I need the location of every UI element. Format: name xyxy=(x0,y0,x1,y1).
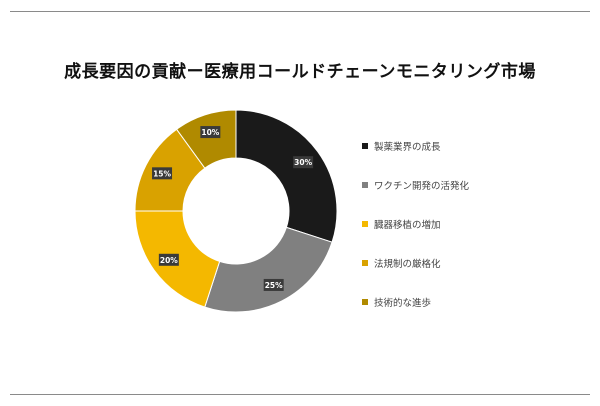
legend-swatch xyxy=(362,142,368,149)
slice-value-label: 15% xyxy=(153,169,171,178)
legend-item: ワクチン開発の活発化 xyxy=(362,165,469,204)
slice-label-box xyxy=(293,156,314,169)
legend-label: ワクチン開発の活発化 xyxy=(374,180,470,192)
chart-title: 成長要因の貢献ー医療用コールドチェーンモニタリング市場 xyxy=(64,62,536,82)
slice-label-box xyxy=(263,278,284,291)
legend-item: 法規制の厳格化 xyxy=(362,243,469,282)
slice-value-label: 30% xyxy=(294,158,312,167)
legend-label: 製薬業界の成長 xyxy=(374,141,441,153)
legend-swatch xyxy=(362,259,368,266)
legend-label: 法規制の厳格化 xyxy=(374,258,441,270)
donut-slice xyxy=(204,226,333,313)
top-divider xyxy=(10,11,590,12)
legend-swatch xyxy=(362,220,368,227)
donut-slice xyxy=(235,109,338,243)
slice-label-box xyxy=(200,126,221,139)
slice-value-label: 10% xyxy=(201,128,219,137)
legend-item: 技術的な進歩 xyxy=(362,282,469,321)
chart-legend: 製薬業界の成長ワクチン開発の活発化 臓器移植の増加 法規制の厳格化 技術的な進歩 xyxy=(362,126,469,321)
donut-slice xyxy=(175,109,237,169)
slice-label-box xyxy=(152,167,173,180)
legend-swatch xyxy=(362,181,368,188)
slice-value-label: 25% xyxy=(265,281,283,290)
legend-label: 臓器移植の増加 xyxy=(374,219,441,231)
legend-label: 技術的な進歩 xyxy=(374,297,432,309)
legend-item: 臓器移植の増加 xyxy=(362,204,469,243)
bottom-divider xyxy=(10,394,590,395)
donut-chart: 30% 25% 20% 15% 10% xyxy=(134,109,338,313)
slice-label-box xyxy=(158,253,179,266)
slice-value-label: 20% xyxy=(160,256,178,265)
legend-swatch xyxy=(362,298,368,305)
legend-item: 製薬業界の成長 xyxy=(362,126,469,165)
